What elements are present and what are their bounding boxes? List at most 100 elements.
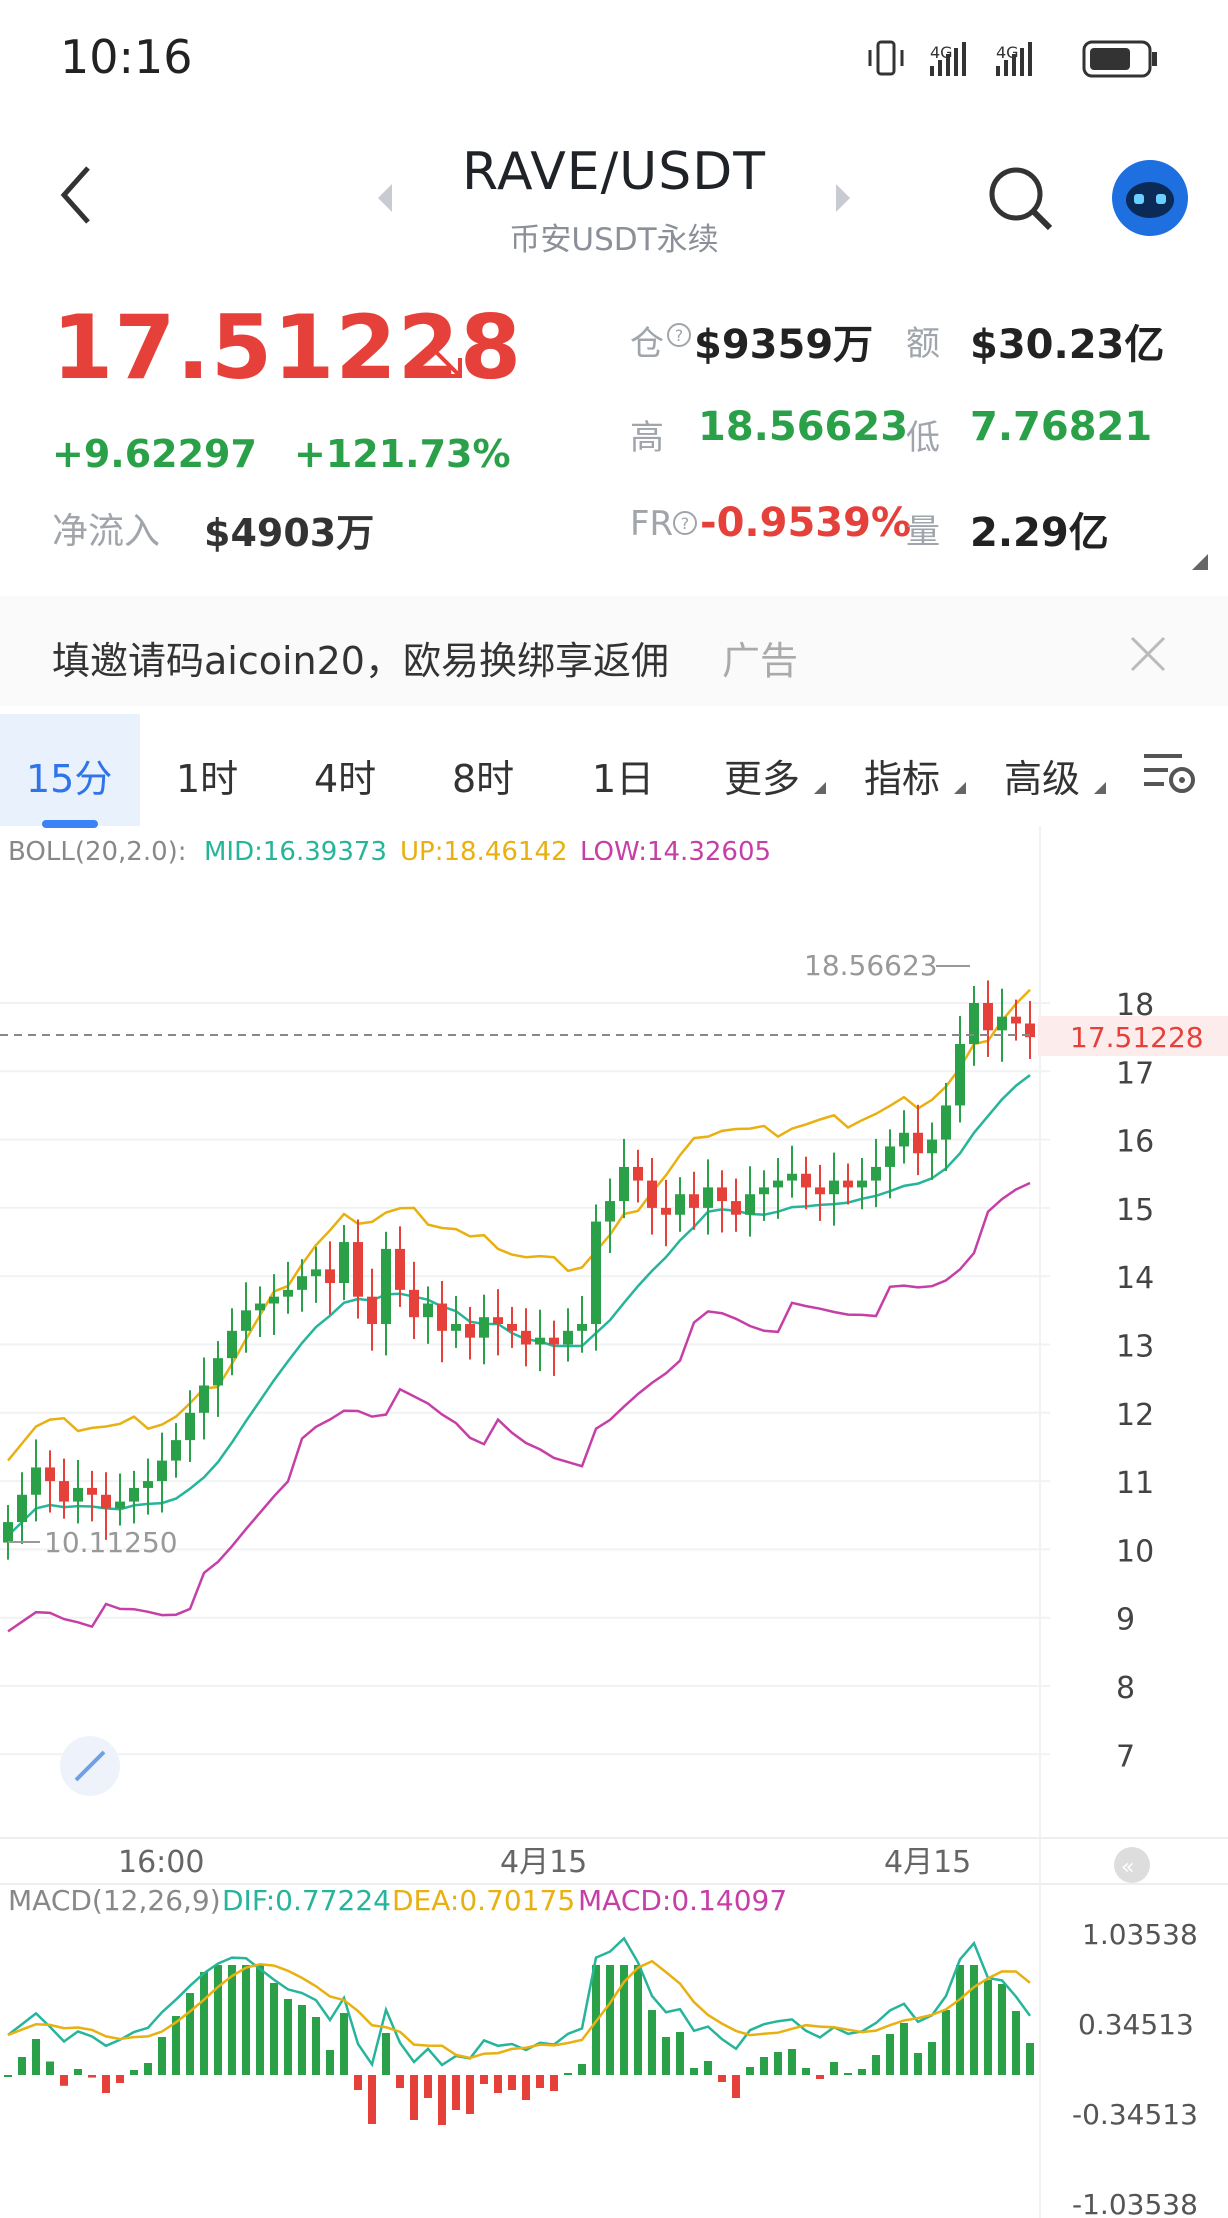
candle-body bbox=[115, 1501, 125, 1509]
candle-body bbox=[423, 1303, 433, 1318]
candle-body bbox=[689, 1194, 699, 1208]
candle-body bbox=[871, 1166, 881, 1181]
macd-bar bbox=[900, 2023, 908, 2075]
macd-name: MACD(12,26,9) bbox=[8, 1884, 221, 1917]
ad-text[interactable]: 填邀请码aicoin20，欧易换绑享返佣 bbox=[52, 639, 669, 683]
search-icon[interactable] bbox=[986, 164, 1056, 234]
assistant-avatar[interactable] bbox=[1112, 160, 1188, 236]
macd-bar bbox=[872, 2055, 880, 2075]
candle-body bbox=[745, 1194, 755, 1215]
macd-bar bbox=[74, 2069, 82, 2075]
candle-body bbox=[269, 1296, 279, 1304]
candle-body bbox=[185, 1412, 195, 1441]
x-label-2: 4月15 bbox=[884, 1845, 971, 1880]
turnover-label: 额 bbox=[906, 324, 940, 364]
macd-bar bbox=[634, 1965, 642, 2075]
candles bbox=[3, 980, 1035, 1560]
candle-body bbox=[213, 1358, 223, 1386]
vibrate-icon bbox=[868, 40, 904, 76]
candle-body bbox=[605, 1201, 615, 1222]
macd-bar bbox=[970, 1965, 978, 2075]
candle-body bbox=[493, 1317, 503, 1325]
prev-pair-icon[interactable] bbox=[376, 182, 396, 214]
macd-bar bbox=[718, 2075, 726, 2082]
macd-bar bbox=[732, 2075, 740, 2098]
macd-bar bbox=[354, 2075, 362, 2090]
candle-body bbox=[451, 1324, 461, 1331]
kline-chart[interactable]: BOLL(20,2.0): MID:16.39373 UP:18.46142 L… bbox=[0, 826, 1228, 2218]
vol-label: 量 bbox=[906, 512, 940, 552]
candle-body bbox=[661, 1207, 671, 1215]
macd-bar bbox=[340, 2013, 348, 2075]
candle-body bbox=[73, 1487, 83, 1502]
macd-bar bbox=[648, 2010, 656, 2075]
candle-body bbox=[157, 1460, 167, 1482]
macd-dif: DIF:0.77224 bbox=[222, 1884, 391, 1917]
y-tick-8: 10 bbox=[1116, 1534, 1154, 1569]
candle-body bbox=[353, 1242, 363, 1297]
boll-mid: MID:16.39373 bbox=[204, 837, 387, 867]
boll-low: LOW:14.32605 bbox=[580, 837, 771, 867]
tab-indicators[interactable]: 指标 bbox=[864, 757, 941, 801]
candle-body bbox=[535, 1337, 545, 1345]
macd-bar bbox=[88, 2075, 96, 2078]
tab-1h[interactable]: 1时 bbox=[176, 757, 239, 801]
candle-body bbox=[479, 1317, 489, 1338]
macd-bar bbox=[620, 1965, 628, 2075]
y-tick-7: 11 bbox=[1116, 1466, 1154, 1501]
macd-bar bbox=[172, 2016, 180, 2075]
candle-body bbox=[339, 1242, 349, 1284]
scroll-to-latest-icon[interactable] bbox=[1114, 1847, 1150, 1883]
chart-settings-icon[interactable] bbox=[1142, 748, 1198, 796]
candle-body bbox=[983, 1003, 993, 1031]
candle-body bbox=[199, 1385, 209, 1413]
macd-bar bbox=[816, 2075, 824, 2079]
x-label-0: 16:00 bbox=[118, 1845, 204, 1880]
dropdown-corner-icon bbox=[814, 782, 826, 794]
tab-advanced[interactable]: 高级 bbox=[1004, 757, 1081, 801]
pair-title[interactable]: RAVE/USDT bbox=[461, 142, 767, 202]
fr-value: -0.9539% bbox=[700, 500, 912, 546]
info-icon[interactable]: ? bbox=[666, 322, 692, 348]
tab-more[interactable]: 更多 bbox=[724, 757, 801, 801]
y-tick-9: 9 bbox=[1116, 1603, 1135, 1638]
scroll-to-latest-glyph: « bbox=[1121, 1855, 1134, 1880]
oi-label: 仓 bbox=[630, 324, 664, 364]
back-icon[interactable] bbox=[52, 160, 102, 230]
macd-axis-3: -1.03538 bbox=[1072, 2188, 1198, 2218]
y-tick-6: 12 bbox=[1116, 1398, 1154, 1433]
tab-4h[interactable]: 4时 bbox=[314, 757, 377, 801]
macd-bar bbox=[46, 2061, 54, 2075]
tab-1d[interactable]: 1日 bbox=[592, 757, 655, 801]
low-value: 7.76821 bbox=[970, 404, 1153, 450]
macd-axis-2: -0.34513 bbox=[1072, 2098, 1198, 2131]
current-price-tag bbox=[1038, 1016, 1228, 1056]
macd-bar bbox=[802, 2068, 810, 2075]
candle-body bbox=[941, 1105, 951, 1140]
macd-bar bbox=[914, 2053, 922, 2075]
tab-8h[interactable]: 8时 bbox=[452, 757, 515, 801]
next-pair-icon[interactable] bbox=[832, 182, 852, 214]
info-icon[interactable]: ? bbox=[672, 510, 698, 536]
macd-bar bbox=[676, 2032, 684, 2075]
turnover-value: $30.23亿 bbox=[970, 322, 1165, 368]
expand-corner-icon[interactable] bbox=[1192, 554, 1208, 570]
candle-body bbox=[801, 1173, 811, 1188]
close-icon[interactable] bbox=[1128, 634, 1168, 674]
macd-axis-0: 1.03538 bbox=[1082, 1918, 1198, 1951]
macd-bar bbox=[494, 2075, 502, 2093]
candle-body bbox=[955, 1043, 965, 1106]
signal-icon-1 bbox=[930, 42, 966, 76]
exchange-subtitle: 币安USDT永续 bbox=[509, 222, 719, 258]
candle-body bbox=[857, 1180, 867, 1188]
macd-bar bbox=[144, 2063, 152, 2075]
tab-active-underline bbox=[42, 820, 98, 828]
candle-body bbox=[773, 1180, 783, 1188]
candle-body bbox=[409, 1289, 419, 1318]
tab-15m[interactable]: 15分 bbox=[26, 757, 113, 801]
candle-body bbox=[283, 1289, 293, 1297]
candle-body bbox=[31, 1467, 41, 1495]
macd-bar bbox=[550, 2075, 558, 2091]
candle-body bbox=[395, 1248, 405, 1290]
